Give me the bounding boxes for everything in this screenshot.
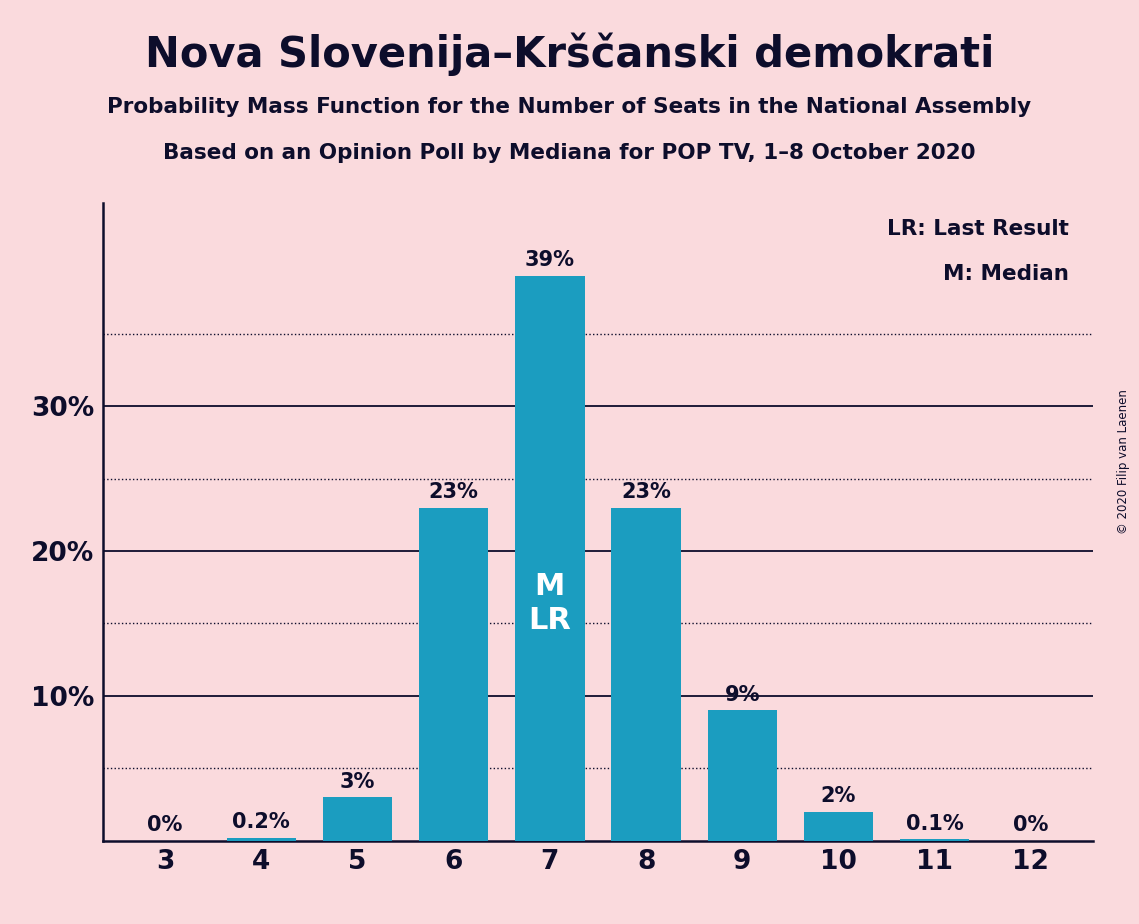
Text: Nova Slovenija–Krščanski demokrati: Nova Slovenija–Krščanski demokrati [145,32,994,76]
Text: 2%: 2% [821,786,857,806]
Bar [612,507,681,841]
Text: 39%: 39% [525,249,575,270]
Text: Probability Mass Function for the Number of Seats in the National Assembly: Probability Mass Function for the Number… [107,97,1032,117]
Text: M: Median: M: Median [943,264,1068,284]
Text: 0.1%: 0.1% [906,814,964,833]
Bar [515,275,584,841]
Text: 0%: 0% [147,815,182,835]
Text: M
LR: M LR [528,572,572,635]
Bar [804,812,874,841]
Text: © 2020 Filip van Laenen: © 2020 Filip van Laenen [1117,390,1130,534]
Bar [227,838,296,841]
Text: 0.2%: 0.2% [232,812,290,833]
Text: 23%: 23% [621,481,671,502]
Text: LR: Last Result: LR: Last Result [887,219,1068,239]
Text: 23%: 23% [428,481,478,502]
Bar [707,711,777,841]
Text: 9%: 9% [724,685,760,705]
Text: Based on an Opinion Poll by Mediana for POP TV, 1–8 October 2020: Based on an Opinion Poll by Mediana for … [163,143,976,164]
Text: 3%: 3% [339,772,375,792]
Text: 0%: 0% [1014,815,1049,835]
Bar [322,797,392,841]
Bar [419,507,489,841]
Bar [900,839,969,841]
